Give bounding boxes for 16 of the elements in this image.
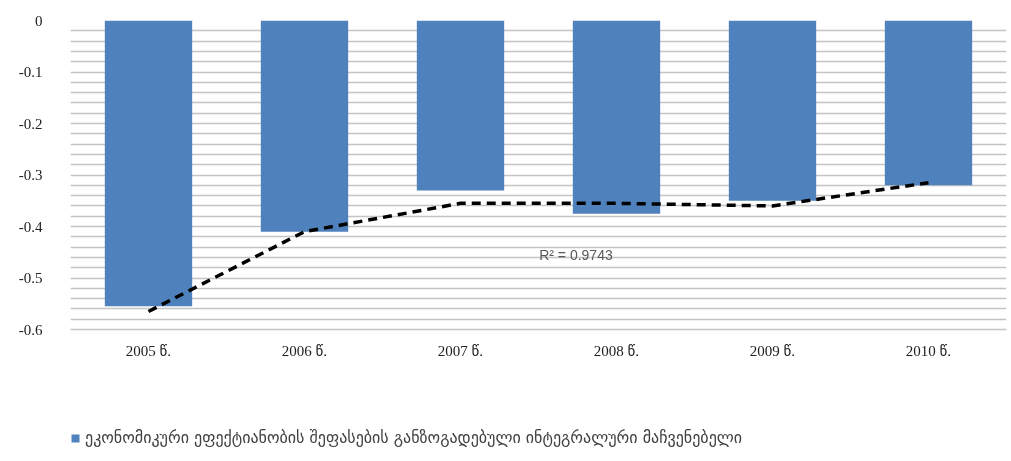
- y-tick-label: -0.4: [18, 218, 43, 235]
- y-tick-label: -0.1: [18, 64, 43, 80]
- x-tick-label: 2006 წ.: [281, 342, 328, 359]
- y-tick-label: -0.6: [18, 321, 43, 338]
- y-tick-label: 0: [35, 12, 43, 29]
- x-tick-label: 2008 წ.: [593, 342, 640, 359]
- x-tick-label: 2009 წ.: [749, 342, 796, 359]
- y-tick-label: -0.2: [18, 115, 43, 132]
- x-tick-label: 2010 წ.: [905, 342, 952, 359]
- legend-label: ეკონომიკური ეფექტიანობის შეფასების განზოგადებული ინტეგრალური მაჩვენებელი: [85, 428, 743, 447]
- annotation: R² = 0.9743: [539, 247, 613, 264]
- y-tick-label: -0.5: [18, 270, 43, 286]
- y-tick-label: -0.3: [18, 167, 43, 183]
- line-series: [146, 180, 931, 314]
- x-tick-label: 2005 წ.: [125, 342, 172, 359]
- x-tick-label: 2007 წ.: [437, 342, 484, 359]
